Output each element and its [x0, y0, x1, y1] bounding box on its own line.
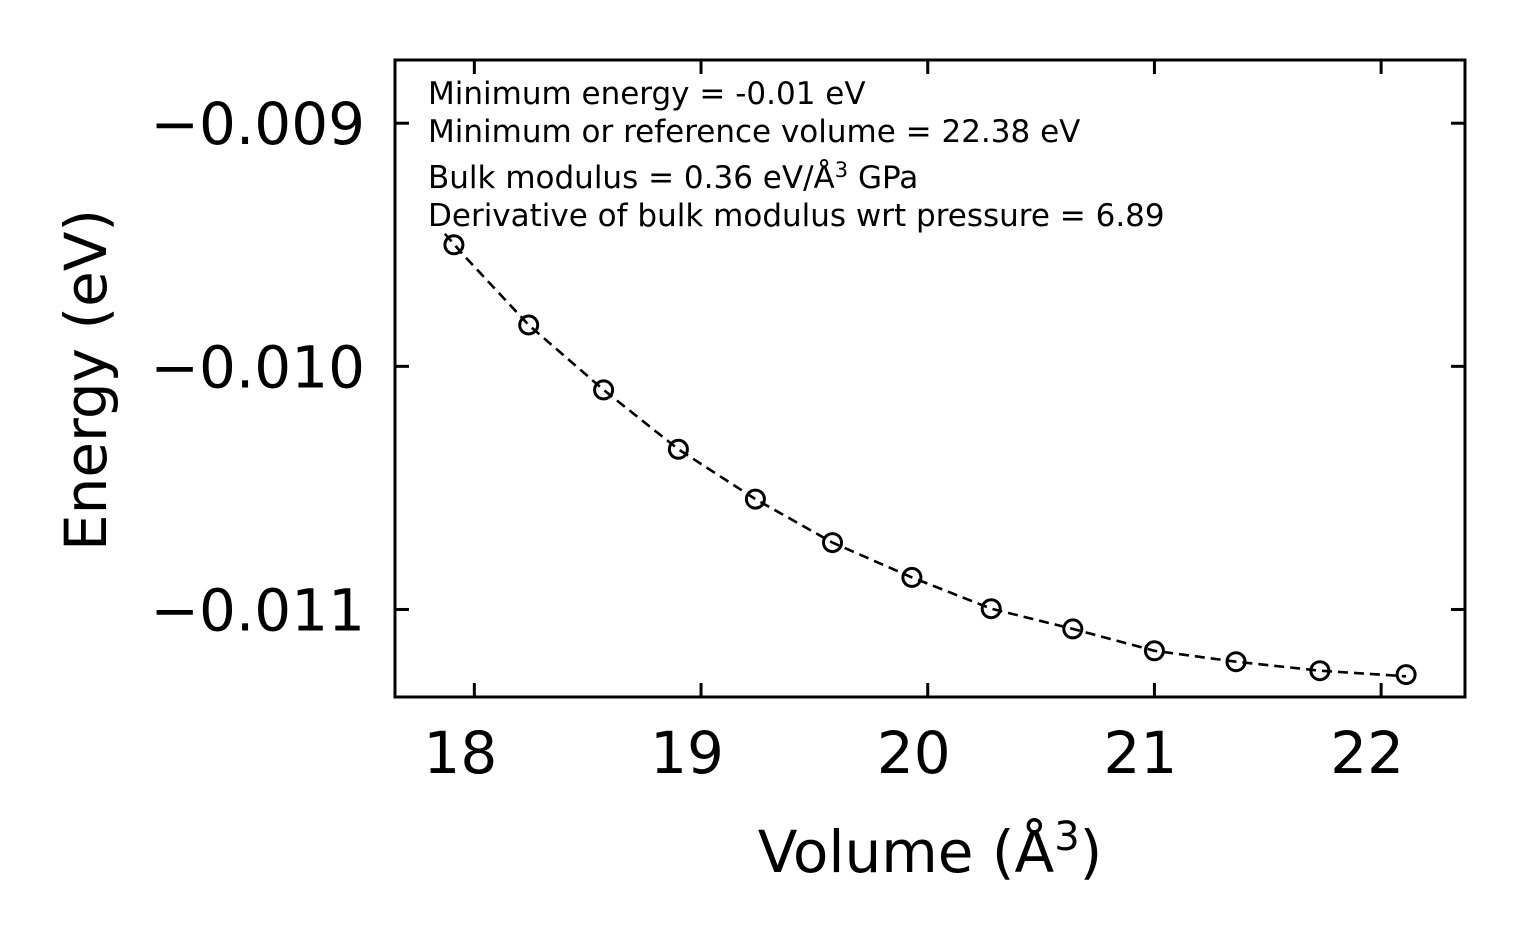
x-axis-title: Volume (Å3): [758, 814, 1103, 886]
data-point: [1225, 651, 1247, 673]
data-point: [1062, 618, 1084, 640]
annotation-bulk-modulus-sup: 3: [835, 158, 848, 182]
data-point: [1309, 660, 1331, 682]
annotation-bulk-modulus: Bulk modulus = 0.36 eV/Å3 GPa: [428, 158, 918, 196]
data-point: [822, 532, 843, 554]
y-tick-label-0: −0.009: [150, 90, 365, 158]
annotation-bulk-modulus-suffix: GPa: [848, 160, 918, 196]
annotation-derivative: Derivative of bulk modulus wrt pressure …: [428, 198, 1165, 234]
annotation-ref-volume: Minimum or reference volume = 22.38 eV: [428, 114, 1080, 150]
data-point: [744, 488, 766, 510]
x-tick-label-22: 22: [1330, 719, 1404, 787]
x-axis-title-main: Volume (Å: [758, 817, 1055, 886]
data-point: [667, 438, 689, 460]
data-point: [518, 314, 540, 336]
y-tick-label-2: −0.011: [150, 576, 365, 644]
x-axis-title-sup: 3: [1054, 814, 1079, 860]
y-tick-label-1: −0.010: [150, 333, 365, 401]
data-point: [593, 379, 615, 401]
x-tick-label-20: 20: [877, 719, 951, 787]
y-axis-title: Energy (eV): [52, 209, 120, 551]
annotation-bulk-modulus-main: Bulk modulus = 0.36 eV/Å: [428, 160, 835, 196]
data-point: [980, 598, 1002, 620]
x-axis-title-end: ): [1080, 818, 1103, 886]
data-point: [1143, 640, 1165, 662]
data-point: [901, 566, 923, 588]
data-point: [443, 234, 465, 256]
plot-frame: [393, 58, 1467, 699]
x-tick-label-19: 19: [650, 719, 724, 787]
x-tick-label-21: 21: [1104, 719, 1178, 787]
annotation-min-energy: Minimum energy = -0.01 eV: [428, 76, 866, 112]
data-point: [1395, 664, 1417, 686]
x-tick-label-18: 18: [423, 719, 497, 787]
